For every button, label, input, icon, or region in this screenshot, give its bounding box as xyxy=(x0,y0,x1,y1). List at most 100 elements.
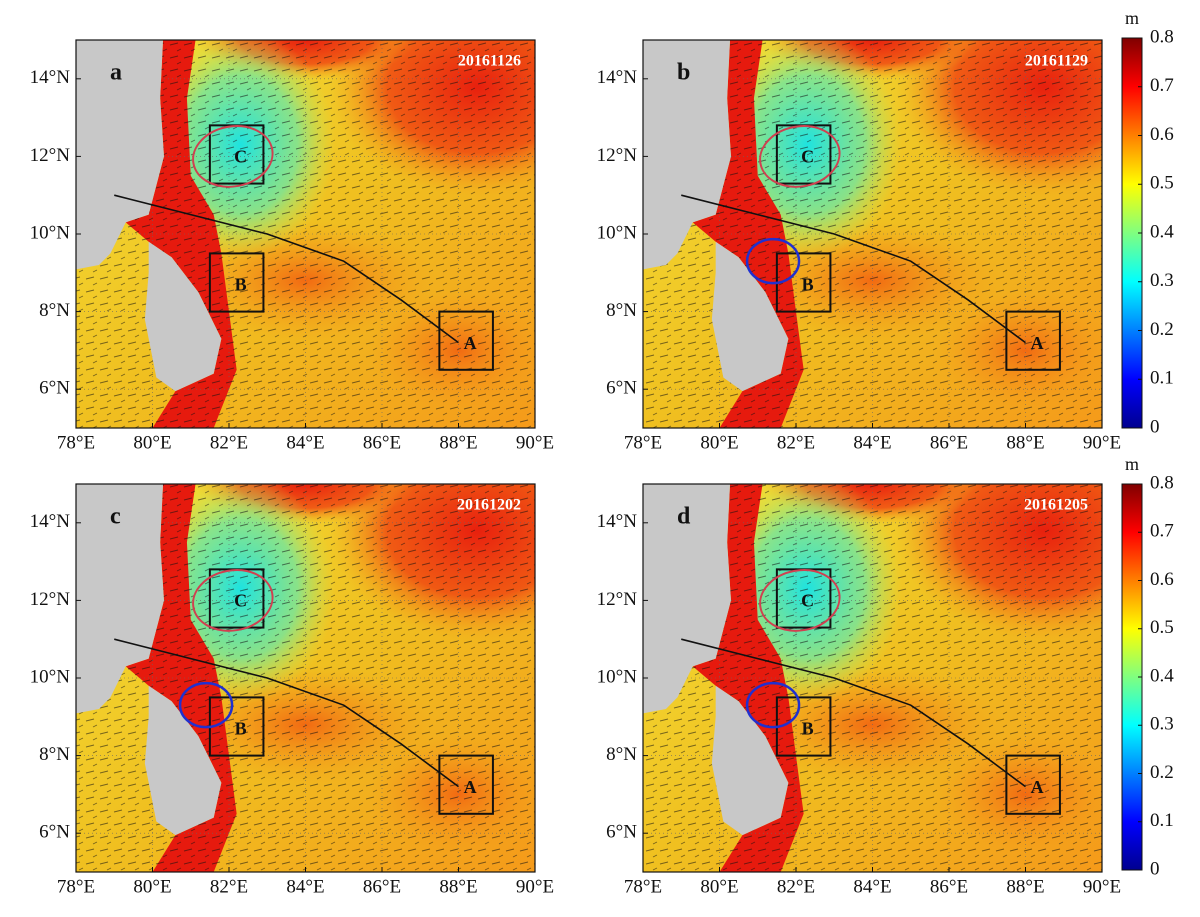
x-tick-label: 80°E xyxy=(700,432,738,453)
region-label: B xyxy=(802,275,814,295)
colorbar-tick-label: 0 xyxy=(1150,416,1160,437)
x-tick-label: 82°E xyxy=(777,876,815,897)
map-panel: A B Cc 20161202 78°E 80°E 82°E 84°E 86°E 88°E 90°E… xyxy=(30,483,554,897)
colorbar-tick-label: 0.6 xyxy=(1150,124,1174,145)
y-tick-label: 10°N xyxy=(30,666,71,687)
panel-letter: a xyxy=(110,60,122,86)
colorbar-tick-label: 0.8 xyxy=(1150,472,1174,493)
region-box xyxy=(1005,754,1061,815)
colorbar-tick-label: 0.1 xyxy=(1150,810,1174,831)
map-field: A B C xyxy=(643,484,1102,872)
y-tick-label: 12°N xyxy=(30,145,71,166)
region-label: A xyxy=(1031,777,1044,797)
x-tick-label: 84°E xyxy=(853,432,891,453)
region-label: C xyxy=(801,147,814,167)
region-box xyxy=(438,310,494,371)
x-tick-label: 84°E xyxy=(853,876,891,897)
x-tick-label: 90°E xyxy=(1083,432,1121,453)
colorbar-tick-label: 0 xyxy=(1150,858,1160,879)
panel-date: 20161129 xyxy=(1025,53,1088,70)
colorbar-tick-label: 0.2 xyxy=(1150,762,1174,783)
colorbar-tick-label: 0.4 xyxy=(1150,665,1174,686)
y-tick-label: 8°N xyxy=(39,744,70,765)
track-line xyxy=(681,638,1026,788)
map-panel: A B Ca 20161126 78°E 80°E 82°E 84°E 86°E 88°E 90°E… xyxy=(30,39,554,453)
land xyxy=(643,40,731,270)
map-field: A B C xyxy=(76,484,535,872)
colorbar-tick-label: 0.3 xyxy=(1150,270,1174,291)
x-tick-label: 90°E xyxy=(516,876,554,897)
colorbar-unit: m xyxy=(1125,454,1139,474)
y-tick-label: 10°N xyxy=(597,222,638,243)
x-tick-label: 88°E xyxy=(439,432,477,453)
region-label: B xyxy=(235,719,247,739)
land xyxy=(711,685,789,836)
y-tick-label: 14°N xyxy=(30,511,71,532)
x-tick-label: 82°E xyxy=(210,432,248,453)
region-box xyxy=(438,754,494,815)
map-field: A B C xyxy=(76,40,535,428)
y-tick-label: 6°N xyxy=(606,378,637,399)
track-line xyxy=(114,194,459,344)
region-label: C xyxy=(234,591,247,611)
colorbar-tick-label: 0.1 xyxy=(1150,368,1174,389)
panel-date: 20161202 xyxy=(457,497,521,514)
colorbar-tick-label: 0.7 xyxy=(1150,75,1174,96)
track-line xyxy=(114,638,459,788)
eddy-outline xyxy=(745,681,801,729)
y-tick-label: 6°N xyxy=(39,822,70,843)
colorbar: m 0 0.1 0.2 0.3 0.4 0.5 0.6 0.7 0.8 xyxy=(1121,8,1174,437)
x-tick-label: 80°E xyxy=(700,876,738,897)
y-tick-label: 10°N xyxy=(597,666,638,687)
colorbar-tick-label: 0.5 xyxy=(1150,617,1174,638)
y-tick-label: 8°N xyxy=(606,744,637,765)
eddy-outline xyxy=(745,237,801,285)
land xyxy=(144,241,222,392)
region-label: B xyxy=(235,275,247,295)
colorbar-tick-label: 0.2 xyxy=(1150,319,1174,340)
x-tick-label: 90°E xyxy=(516,432,554,453)
x-tick-label: 86°E xyxy=(363,432,401,453)
region-box xyxy=(1005,310,1061,371)
region-box xyxy=(208,252,265,313)
y-tick-label: 14°N xyxy=(30,67,71,88)
y-tick-label: 6°N xyxy=(39,378,70,399)
land xyxy=(144,685,222,836)
eddy-outline xyxy=(192,569,274,632)
panel-letter: c xyxy=(110,504,121,530)
land xyxy=(76,40,164,270)
colorbar-tick-label: 0.3 xyxy=(1150,714,1174,735)
map-panel: A B Cd 20161205 78°E 80°E 82°E 84°E 86°E 88°E 90°E… xyxy=(597,483,1121,897)
region-label: C xyxy=(801,591,814,611)
colorbar-tick-label: 0.4 xyxy=(1150,221,1174,242)
region-label: A xyxy=(1031,333,1044,353)
x-tick-label: 78°E xyxy=(57,432,95,453)
x-tick-label: 86°E xyxy=(363,876,401,897)
y-tick-label: 8°N xyxy=(606,300,637,321)
y-tick-label: 12°N xyxy=(597,589,638,610)
y-tick-label: 8°N xyxy=(39,300,70,321)
colorbar: m 0 0.1 0.2 0.3 0.4 0.5 0.6 0.7 0.8 xyxy=(1121,454,1174,879)
x-tick-label: 88°E xyxy=(1006,876,1044,897)
x-tick-label: 82°E xyxy=(210,876,248,897)
eddy-outline xyxy=(759,569,841,632)
y-tick-label: 10°N xyxy=(30,222,71,243)
region-label: B xyxy=(802,719,814,739)
eddy-outline xyxy=(192,125,274,188)
panel-letter: d xyxy=(677,504,691,530)
x-tick-label: 84°E xyxy=(286,432,324,453)
eddy-outline xyxy=(178,681,234,729)
x-tick-label: 80°E xyxy=(133,432,171,453)
y-tick-label: 12°N xyxy=(597,145,638,166)
x-tick-label: 78°E xyxy=(57,876,95,897)
region-label: A xyxy=(464,333,477,353)
map-panel: A B Cb 20161129 78°E 80°E 82°E 84°E 86°E 88°E 90°E… xyxy=(597,39,1121,453)
x-tick-label: 86°E xyxy=(930,876,968,897)
eddy-outline xyxy=(759,125,841,188)
x-tick-label: 82°E xyxy=(777,432,815,453)
x-tick-label: 88°E xyxy=(1006,432,1044,453)
x-tick-label: 78°E xyxy=(624,432,662,453)
x-tick-label: 84°E xyxy=(286,876,324,897)
